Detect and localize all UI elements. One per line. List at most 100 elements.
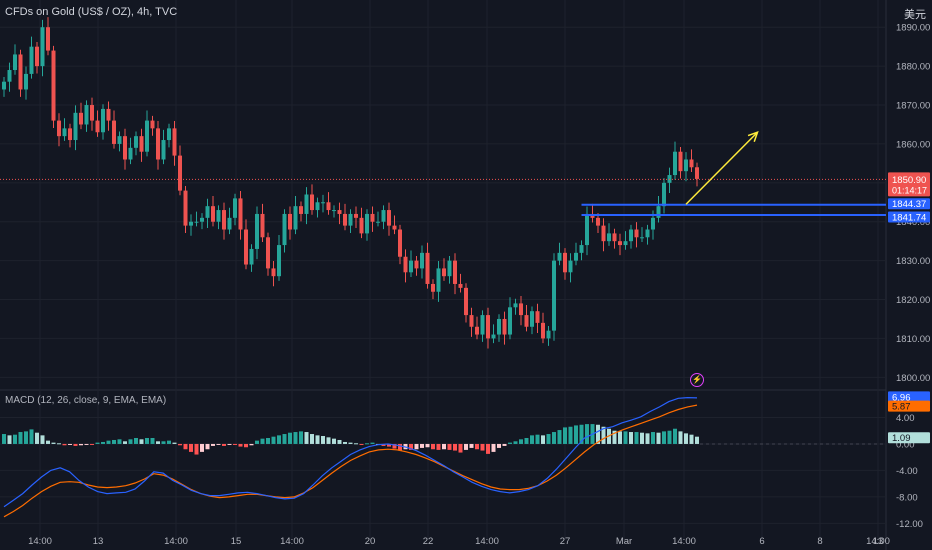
macd-histogram-bar [453,443,457,451]
candle-body [178,155,182,191]
time-axis-tick: 22 [423,536,434,547]
candle-body [90,105,94,121]
macd-histogram-bar [678,431,683,444]
macd-histogram-bar [370,442,375,444]
macd-axis-tick: -4.00 [896,466,918,477]
macd-signal-line [3,404,698,518]
macd-histogram-bar [574,425,578,444]
time-axis-tick: 8 [817,536,822,547]
macd-histogram-bar [442,443,446,450]
flash-icon[interactable]: ⚡ [690,373,704,387]
level-price-label: 1844.37 [892,199,926,210]
macd-histogram-bar [288,432,292,444]
candle-body [299,206,303,214]
candle-body [95,120,100,133]
candle-body [359,217,364,234]
candle-body [332,210,336,212]
macd-histogram-bar [156,441,160,444]
candle-body [453,260,457,284]
candle-body [420,252,424,269]
candle-body [106,108,111,121]
candle-body [684,159,688,172]
macd-histogram-bar [645,433,650,444]
candle-body [403,256,408,273]
macd-histogram-bar [51,442,56,444]
macd-histogram-bar [29,429,34,444]
macd-histogram-bar [392,443,397,449]
macd-indicator-label[interactable]: MACD (12, 26, close, 9, EMA, EMA) [5,395,167,406]
macd-histogram-bar [667,430,672,444]
candle-body [2,81,6,90]
price-axis-tick: 1800.00 [896,373,930,384]
macd-histogram-bar [431,443,435,450]
macd-histogram-bar [464,443,468,450]
candle-body [84,105,89,125]
candle-body [51,50,56,121]
macd-histogram-bar [414,443,419,450]
macd-histogram-bar [266,437,270,444]
macd-histogram-bar [662,431,666,444]
macd-histogram-bar [409,443,413,450]
macd-axis-tick: -12.00 [896,519,923,530]
macd-histogram-bar [398,443,402,451]
candle-body [563,252,567,273]
macd-histogram-bar [365,443,369,445]
candle-body [29,46,34,74]
candle-body [139,136,144,152]
candle-body [612,233,617,242]
macd-histogram-bar [299,431,303,444]
candle-body [365,213,369,234]
candle-body [68,128,72,141]
candle-body [128,147,133,160]
candle-body [491,334,496,339]
candle-body [62,128,67,137]
macd-histogram-bar [40,435,45,444]
macd-histogram-bar [513,441,518,444]
time-axis-tick: 14:00 [280,536,304,547]
macd-histogram-bar [524,437,529,444]
macd-histogram-bar [502,443,507,446]
candle-body [502,318,507,335]
macd-histogram-bar [563,427,567,444]
candle-body [249,248,254,265]
macd-histogram-bar [618,431,622,444]
candle-body [431,283,435,292]
candle-body [123,136,127,160]
candle-body [145,120,149,152]
candle-body [458,283,463,288]
macd-histogram-bar [18,432,23,444]
candle-body [57,120,61,137]
price-axis-tick: 1890.00 [896,23,930,34]
time-axis-tick: 14:00 [28,536,52,547]
trend-arrow-head [747,131,759,142]
macd-histogram-bar [46,440,50,444]
candle-body [541,322,545,339]
macd-histogram-bar [596,424,600,444]
macd-histogram-bar [585,424,589,444]
macd-histogram-bar [172,442,177,444]
countdown-label: 01:14:17 [892,185,927,195]
candle-body [271,268,276,277]
candle-body [645,229,650,238]
macd-histogram-bar [277,435,281,444]
macd-histogram-bar [310,434,314,444]
macd-histogram-bar [222,443,226,446]
macd-histogram-bar [249,443,254,446]
candle-body [277,245,281,277]
candle-body [579,245,584,253]
candle-body [46,27,50,51]
macd-histogram-bar [90,443,94,445]
macd-histogram-bar [238,443,243,447]
macd-histogram-bar [293,432,298,444]
candle-body [205,206,210,218]
macd-histogram-bar [84,443,89,445]
macd-histogram-bar [106,440,111,444]
macd-histogram-bar [24,431,28,444]
macd-histogram-bar [315,435,320,444]
macd-histogram-bar [73,443,78,446]
candle-body [607,233,611,242]
macd-histogram-bar [150,437,155,444]
candle-body [150,120,155,129]
macd-histogram-bar [101,441,105,444]
